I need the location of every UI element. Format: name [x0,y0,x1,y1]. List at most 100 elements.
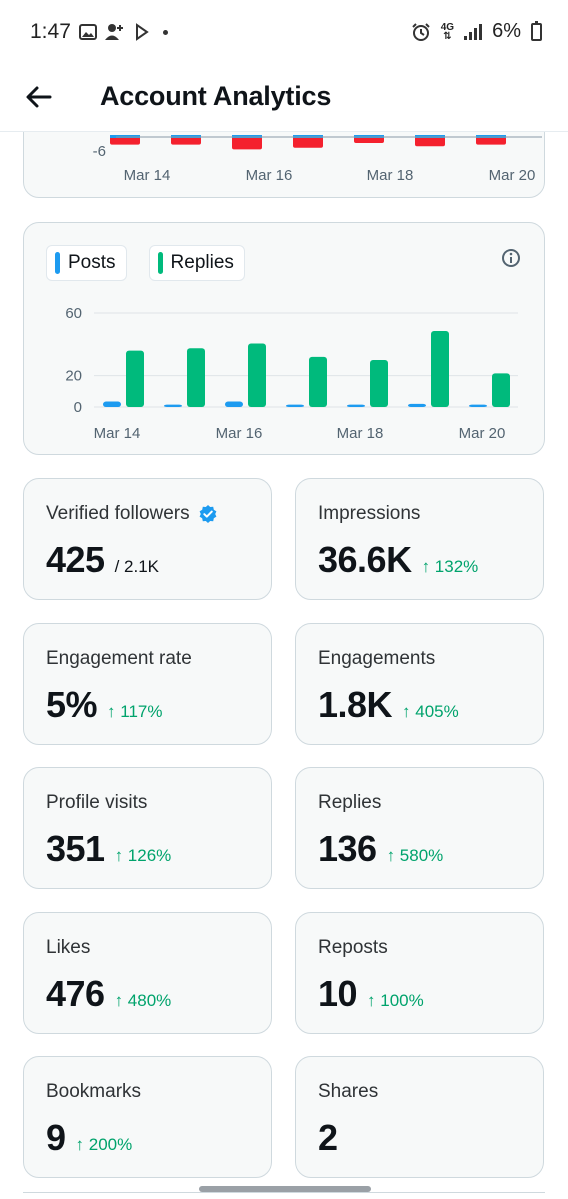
signal-icon [464,23,483,40]
y-tick-label: 60 [65,305,82,322]
metric-value-row: 5% ↑ 117% [46,684,162,726]
status-time: 1:47 [30,20,71,43]
metric-value: 2 [318,1117,338,1158]
metric-value-row: 136 ↑ 580% [318,828,443,870]
metric-value: 425 [46,539,105,580]
alarm-icon [412,22,430,41]
status-right: 4G ⇅ 6% [411,20,542,43]
image-icon [78,24,97,40]
chart-legend: Posts Replies [46,245,245,281]
metric-label: Replies [318,792,381,814]
metric-label-text: Engagements [318,647,436,669]
metric-label-text: Impressions [318,503,421,524]
x-tick-label: Mar 20 [459,425,506,442]
metric-total: / 2.1K [114,557,159,576]
x-tick-label: Mar 20 [489,167,536,184]
metric-value-row: 36.6K ↑ 132% [318,539,478,581]
metric-card-bookmarks[interactable]: Bookmarks 9 ↑ 200% [23,1056,272,1178]
metric-label: Profile visits [46,792,147,814]
x-tick-label: Mar 16 [216,425,263,442]
x-tick-label: Mar 16 [246,167,293,184]
bar-posts [408,403,426,407]
next-card-edge [23,1192,545,1199]
bar-replies [187,348,205,407]
x-tick-label: Mar 18 [367,167,414,184]
metric-value-row: 10 ↑ 100% [318,973,424,1015]
status-bar: 1:47 4G ⇅ 6% [0,0,568,66]
metric-value: 36.6K [318,539,412,580]
metric-card-likes[interactable]: Likes 476 ↑ 480% [23,911,272,1034]
page-title: Account Analytics [100,81,332,111]
legend-replies[interactable]: Replies [148,245,245,281]
metric-label-text: Profile visits [46,792,148,813]
bar-posts [469,404,487,407]
verified-badge-icon [199,505,217,523]
metric-change: ↑ 405% [402,701,459,721]
info-icon[interactable] [500,247,522,269]
metric-card-impressions[interactable]: Impressions 36.6K ↑ 132% [295,478,544,600]
bar-replies [309,356,327,407]
metric-label-text: Replies [318,792,382,813]
metric-label-text: Engagement rate [46,647,192,669]
bar-posts [225,401,243,407]
messenger-icon [135,23,149,41]
metric-label: Shares [318,1081,378,1103]
metric-value: 1.8K [318,683,393,725]
bar-posts [286,404,304,407]
metric-card-engagements[interactable]: Engagements 1.8K ↑ 405% [295,622,544,745]
metric-card-reposts[interactable]: Reposts 10 ↑ 100% [295,911,544,1034]
bar-replies [492,373,510,407]
network-4g-icon: 4G ⇅ [440,21,455,42]
bar-negative [293,135,323,148]
metric-card-replies[interactable]: Replies 136 ↑ 580% [295,767,544,889]
metric-label: Impressions [318,503,420,525]
metric-label: Reposts [318,937,388,959]
bar-replies [431,331,449,407]
legend-replies-label: Replies [170,252,234,273]
metric-value: 136 [318,828,377,869]
legend-posts[interactable]: Posts [46,245,127,281]
network-label: 4G [440,21,455,33]
metric-card-shares[interactable]: Shares 2 [295,1056,544,1178]
bar-posts [103,401,121,407]
legend-posts-swatch [55,252,60,274]
bar-replies [370,360,388,407]
metric-value-row: 2 [318,1117,338,1159]
metric-value-row: 351 ↑ 126% [46,828,171,870]
metric-value: 5% [46,683,98,725]
metric-change: ↑ 126% [114,846,172,865]
y-tick-label: -6 [93,143,106,160]
metric-value: 351 [46,828,105,869]
bar-posts [164,404,182,407]
battery-charging-icon [531,20,542,41]
app-header: Account Analytics [0,66,568,132]
chart-top: -6 Mar 14 Mar 16 Mar 18 Mar 20 [93,135,542,184]
metric-change: ↑ 132% [421,557,479,576]
metric-change: ↑ 100% [367,990,424,1010]
x-tick-label: Mar 18 [337,425,384,442]
metric-value-row: 476 ↑ 480% [46,973,171,1015]
metric-label-text: Bookmarks [46,1081,142,1102]
metric-change: ↑ 117% [107,701,163,721]
arrow-left-icon[interactable] [22,80,56,114]
status-left: 1:47 [30,20,168,44]
home-indicator[interactable] [199,1186,371,1192]
battery-percent: 6% [492,20,521,42]
metric-card-profile-visits[interactable]: Profile visits 351 ↑ 126% [23,767,272,889]
chart-posts-replies: 60 20 0 Mar 14 Mar 16 Mar 18 Mar 20 [65,305,518,442]
dot-icon [162,29,168,35]
metric-card-engagement-rate[interactable]: Engagement rate 5% ↑ 117% [23,622,272,745]
legend-replies-swatch [157,252,163,274]
chart-card-posts-replies: Posts Replies 60 20 0 Mar 14 Mar 16 Mar 18 Mar… [23,222,545,455]
metric-label-text: Reposts [318,936,388,958]
metric-label: Engagements [318,648,435,670]
bar-replies [126,350,144,407]
metric-card-verified-followers[interactable]: Verified followers 425 / 2.1K [23,478,272,600]
legend-posts-label: Posts [68,252,116,273]
bar-negative [232,135,262,150]
x-tick-label: Mar 14 [94,425,141,442]
metric-label: Engagement rate [46,648,192,670]
y-tick-label: 20 [65,368,82,385]
metric-value: 10 [318,972,358,1014]
metric-value-row: 1.8K ↑ 405% [318,684,459,726]
